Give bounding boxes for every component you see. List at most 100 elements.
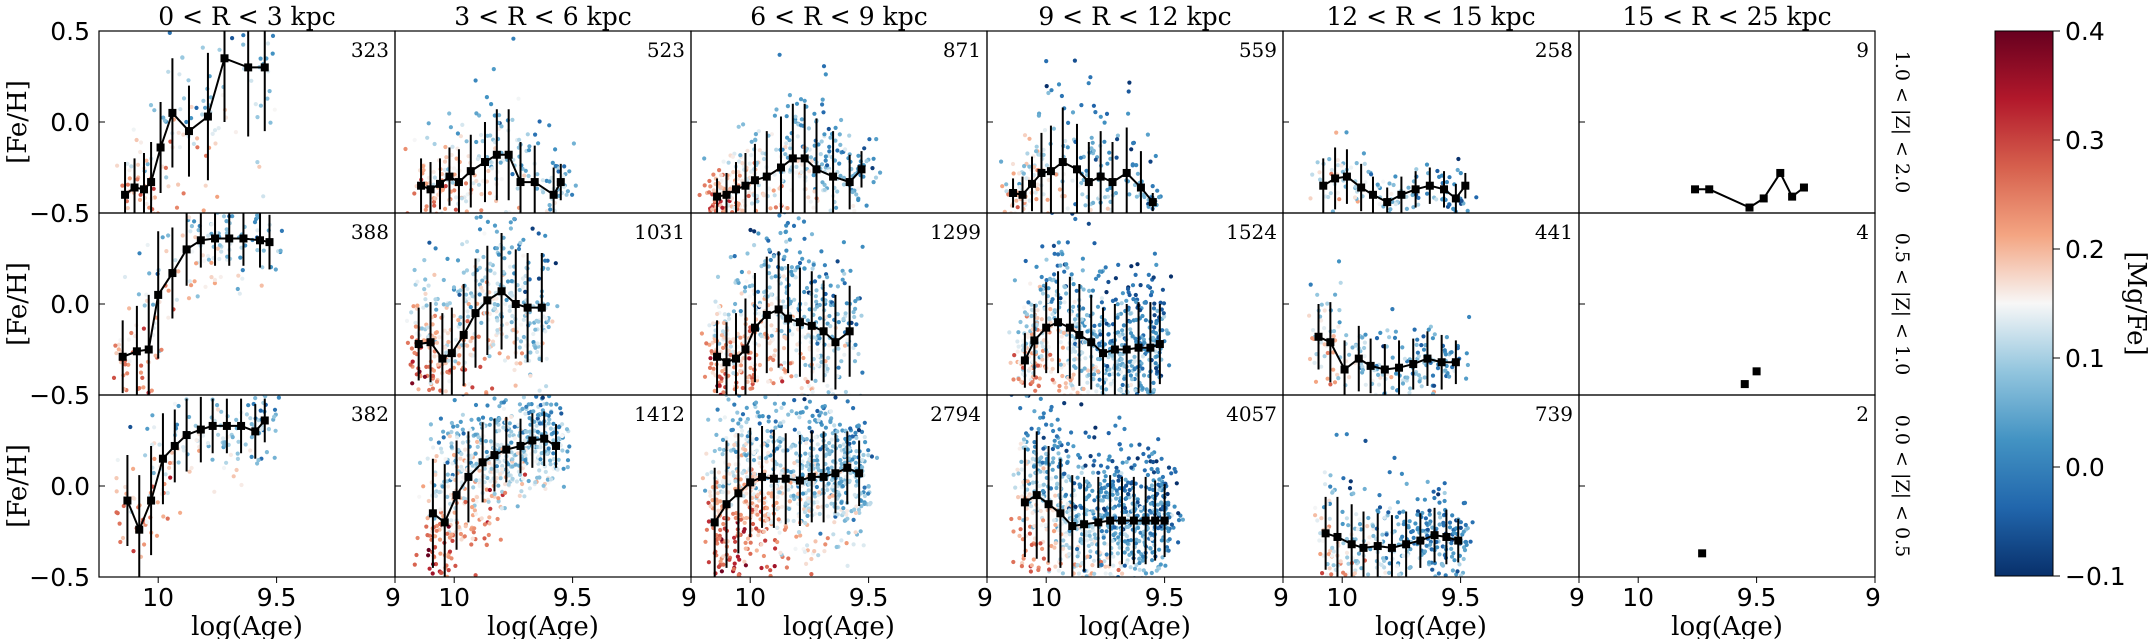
scatter-point [1353,399,1357,403]
scatter-point [184,119,189,125]
median-point [1451,194,1460,203]
scatter-point [835,259,840,264]
scatter-point [738,153,743,158]
scatter-point [492,271,497,276]
scatter-point [1419,384,1424,389]
scatter-point [715,274,721,279]
scatter-point [1122,363,1127,368]
scatter-point [1086,372,1091,377]
scatter-point [470,385,475,390]
scatter-point [189,116,194,121]
median-point [1354,354,1363,363]
scatter-point [137,386,142,391]
scatter-point [541,190,546,195]
scatter-point [488,261,493,266]
scatter-point [425,135,430,140]
scatter-point [470,463,475,468]
median-point [731,185,740,194]
scatter-point [1066,120,1071,125]
scatter-point [200,253,205,258]
median-point [1075,330,1084,339]
scatter-point [1019,217,1023,221]
scatter-point [1331,367,1336,372]
scatter-point [455,435,460,440]
scatter-point [1369,172,1374,177]
median-point [713,352,722,361]
scatter-point [463,447,468,452]
scatter-point [1128,416,1132,420]
scatter-point [1073,341,1078,346]
scatter-point [1152,313,1157,318]
scatter-point [766,233,770,237]
scatter-point [826,514,831,519]
scatter-point [798,410,803,415]
scatter-point [828,283,833,288]
scatter-point [432,203,437,208]
scatter-point [1051,126,1056,131]
scatter-point [769,483,774,488]
scatter-point [856,153,861,158]
scatter-point [726,312,731,317]
scatter-point [522,472,528,477]
scatter-point [1390,385,1395,390]
scatter-point [782,254,787,259]
scatter-point [217,243,222,248]
scatter-point [1129,147,1134,152]
median-point [1799,183,1808,192]
scatter-point [809,232,815,237]
scatter-point [1347,375,1352,380]
scatter-point [222,442,227,447]
scatter-point [413,320,418,325]
scatter-point [750,283,755,288]
scatter-point [825,321,830,326]
scatter-point [510,117,515,122]
scatter-point [755,375,760,380]
scatter-point [518,339,524,344]
scatter-point [1421,334,1426,339]
scatter-point [519,322,524,327]
scatter-point [1097,322,1102,328]
median-series [713,103,866,213]
scatter-point [449,556,454,561]
scatter-point [1062,269,1067,274]
median-point [1440,185,1449,194]
scatter-point [1087,401,1091,405]
scatter-point [442,167,447,172]
scatter-point [120,183,125,188]
scatter-point [500,183,504,187]
scatter-point [151,302,156,307]
scatter-point [489,102,494,107]
scatter-point [853,299,858,304]
scatter-point [1072,299,1077,304]
scatter-point [506,482,511,487]
scatter-point [851,310,856,315]
scatter-point [836,346,841,351]
scatter-point [1400,381,1406,386]
scatter-point [507,264,513,269]
scatter-point [1072,58,1077,63]
scatter-point [810,266,815,271]
scatter-point [767,341,772,346]
scatter-point [812,279,818,284]
scatter-point [133,404,137,408]
scatter-point [851,517,856,523]
scatter-point [1149,414,1153,418]
scatter-point [1127,192,1132,197]
median-point [530,178,539,187]
scatter-point [478,214,483,219]
scatter-point [738,309,743,314]
scatter-point [475,249,480,254]
scatter-point [495,318,500,323]
scatter-point [153,353,158,358]
scatter-point [1310,336,1315,341]
scatter-point [1366,169,1371,174]
scatter-point [543,258,548,263]
scatter-point [1086,389,1091,395]
scatter-point [738,400,742,404]
scatter-point [853,510,859,515]
scatter-point [476,417,481,422]
scatter-point [477,478,482,483]
scatter-point [1105,364,1110,369]
scatter-point [1021,228,1025,232]
scatter-point [203,284,208,289]
